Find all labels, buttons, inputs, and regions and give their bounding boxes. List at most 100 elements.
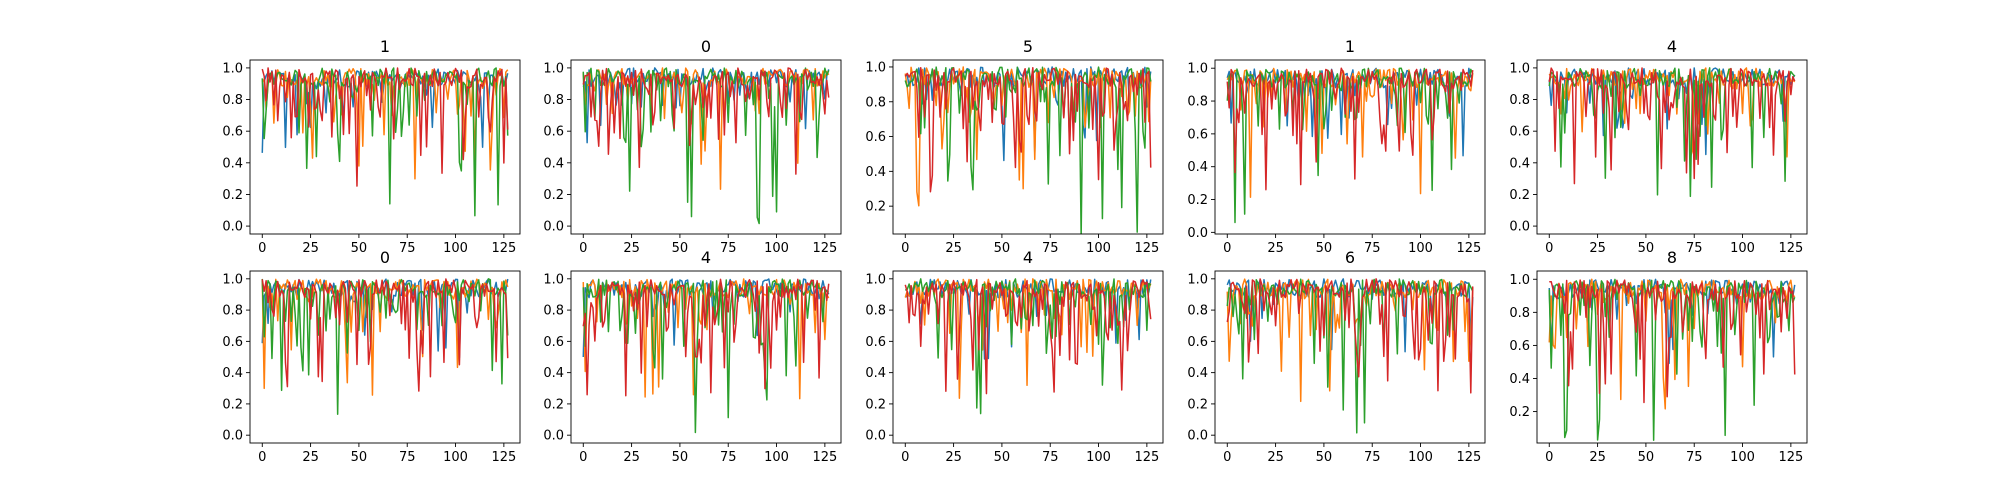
x-tick-label: 100: [1086, 241, 1111, 256]
y-tick-label: 0.4: [865, 165, 886, 180]
x-tick-label: 0: [901, 450, 909, 465]
y-tick-label: 0.0: [543, 220, 564, 235]
series-line-4: [582, 278, 830, 397]
x-tick-label: 125: [1456, 450, 1481, 465]
y-tick-label: 0.6: [1509, 125, 1530, 140]
series-line-4: [1226, 67, 1474, 191]
axes-frame: [249, 59, 521, 235]
y-tick-label: 0.4: [222, 156, 243, 171]
x-tick-label: 50: [994, 450, 1011, 465]
y-tick-label: 0.6: [222, 125, 243, 140]
x-tick-label: 125: [812, 241, 837, 256]
axes-frame: [1536, 270, 1808, 444]
panel-title: 4: [1667, 37, 1677, 56]
x-tick-label: 25: [945, 241, 962, 256]
x-tick-label: 125: [1778, 450, 1803, 465]
y-tick-label: 0.8: [1187, 304, 1208, 319]
y-tick-label: 0.0: [543, 429, 564, 444]
x-tick-label: 75: [720, 241, 737, 256]
axes-frame: [249, 270, 521, 444]
y-tick-label: 1.0: [1509, 273, 1530, 288]
axes-frame: [1536, 59, 1808, 235]
panel-title: 6: [1345, 248, 1355, 267]
x-tick-label: 125: [491, 450, 516, 465]
x-tick-label: 75: [399, 241, 416, 256]
panel-10: 8 0.2 0.4 0.6 0.8 1.0 0 25 50 75 100 125: [1509, 248, 1808, 465]
x-tick-label: 75: [1364, 450, 1381, 465]
x-tick-label: 100: [764, 450, 789, 465]
y-tick-label: 0.2: [222, 397, 243, 412]
x-tick-label: 0: [258, 450, 266, 465]
axes-frame: [892, 270, 1164, 444]
axes-frame: [570, 59, 842, 235]
x-tick-label: 125: [812, 450, 837, 465]
x-tick-label: 75: [720, 450, 737, 465]
y-tick-label: 0.2: [865, 397, 886, 412]
panel-8: 4 0.0 0.2 0.4 0.6 0.8 1.0 0 25 50 75 100 125: [865, 248, 1164, 465]
y-tick-label: 0.6: [1187, 127, 1208, 142]
y-tick-label: 1.0: [543, 61, 564, 76]
x-tick-label: 50: [672, 241, 689, 256]
y-tick-label: 0.2: [1187, 193, 1208, 208]
x-tick-label: 0: [1223, 450, 1231, 465]
y-tick-label: 0.0: [1509, 220, 1530, 235]
x-tick-label: 50: [994, 241, 1011, 256]
x-tick-label: 0: [1223, 241, 1231, 256]
x-tick-label: 75: [1686, 450, 1703, 465]
y-tick-label: 0.0: [1187, 226, 1208, 241]
panel-title: 4: [1023, 248, 1033, 267]
x-tick-label: 75: [399, 450, 416, 465]
series-line-4: [582, 67, 830, 175]
y-tick-label: 1.0: [865, 60, 886, 75]
x-tick-label: 100: [1408, 241, 1433, 256]
series-line-1: [261, 278, 509, 359]
x-tick-label: 25: [302, 450, 319, 465]
x-tick-label: 100: [1408, 450, 1433, 465]
x-tick-label: 125: [1456, 241, 1481, 256]
x-tick-label: 0: [579, 450, 587, 465]
y-tick-label: 0.4: [1509, 372, 1530, 387]
y-tick-label: 0.0: [222, 220, 243, 235]
y-tick-label: 1.0: [1509, 61, 1530, 76]
x-tick-label: 25: [1267, 241, 1284, 256]
x-tick-label: 75: [1042, 450, 1059, 465]
x-tick-label: 0: [258, 241, 266, 256]
y-tick-label: 0.8: [543, 304, 564, 319]
y-tick-label: 0.8: [222, 304, 243, 319]
x-tick-label: 100: [764, 241, 789, 256]
y-tick-label: 1.0: [1187, 272, 1208, 287]
y-tick-label: 0.8: [222, 93, 243, 108]
series-line-4: [261, 278, 509, 392]
panel-title: 1: [1345, 37, 1355, 56]
y-tick-label: 1.0: [865, 272, 886, 287]
y-tick-label: 0.8: [865, 304, 886, 319]
y-tick-label: 0.6: [543, 335, 564, 350]
y-tick-label: 0.6: [1187, 335, 1208, 350]
x-tick-label: 50: [1638, 241, 1655, 256]
x-tick-label: 50: [1638, 450, 1655, 465]
y-tick-label: 0.2: [1509, 405, 1530, 420]
y-tick-label: 0.4: [865, 366, 886, 381]
series-line-4: [904, 66, 1152, 193]
x-tick-label: 50: [351, 241, 368, 256]
x-tick-label: 125: [1778, 241, 1803, 256]
y-tick-label: 0.4: [1509, 156, 1530, 171]
x-tick-label: 125: [1134, 450, 1159, 465]
x-tick-label: 75: [1686, 241, 1703, 256]
panel-5: 4 0.0 0.2 0.4 0.6 0.8 1.0 0 25 50 75 100 125: [1509, 37, 1808, 256]
x-tick-label: 25: [302, 241, 319, 256]
x-tick-label: 0: [901, 241, 909, 256]
y-tick-label: 0.6: [543, 125, 564, 140]
y-tick-label: 0.0: [222, 429, 243, 444]
series-line-4: [1226, 278, 1474, 394]
panel-7: 4 0.0 0.2 0.4 0.6 0.8 1.0 0 25 50 75 100 125: [543, 248, 842, 465]
x-tick-label: 100: [443, 450, 468, 465]
x-tick-label: 25: [1589, 450, 1606, 465]
x-tick-label: 125: [491, 241, 516, 256]
series-line-4: [1549, 279, 1796, 404]
axes-frame: [1214, 59, 1486, 235]
x-tick-label: 125: [1134, 241, 1159, 256]
y-tick-label: 0.0: [865, 429, 886, 444]
y-tick-label: 0.4: [543, 156, 564, 171]
y-tick-label: 0.0: [1187, 429, 1208, 444]
